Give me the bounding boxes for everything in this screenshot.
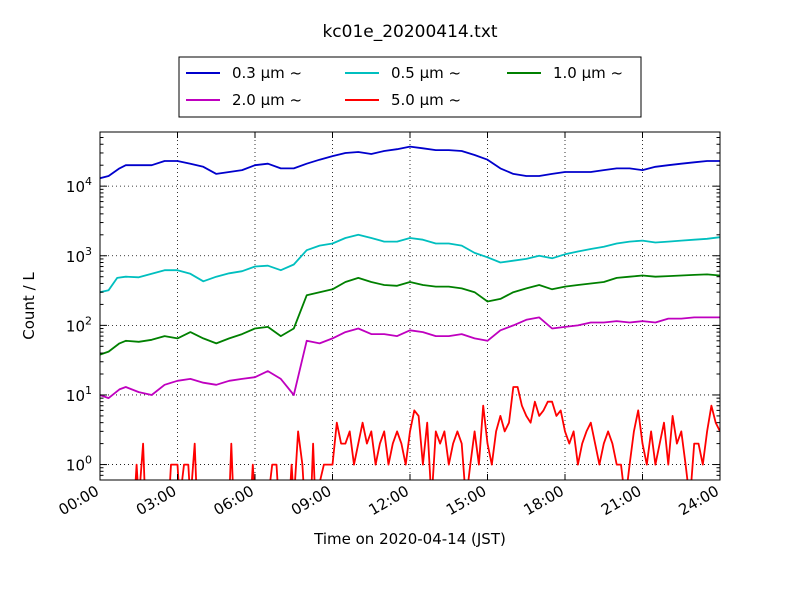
series-line-2 — [100, 233, 720, 294]
series-line-3 — [100, 273, 720, 356]
chart-title: kc01e_20200414.txt — [322, 22, 497, 42]
series-lines — [100, 145, 720, 480]
legend-label: 0.3 μm ~ — [232, 64, 302, 82]
legend-label: 2.0 μm ~ — [232, 91, 302, 109]
legend-label: 1.0 μm ~ — [553, 64, 623, 82]
plot-area — [99, 131, 721, 481]
y-tick-label: 102 — [66, 314, 92, 335]
legend-label: 5.0 μm ~ — [391, 91, 461, 109]
legend-item-1: 0.3 μm ~ — [186, 64, 302, 82]
legend: 0.3 μm ~ 0.5 μm ~ 1.0 μm ~ 2.0 μm ~ 5.0 μm ~ — [178, 56, 642, 118]
legend-item-5: 5.0 μm ~ — [345, 91, 461, 109]
series-line-1 — [100, 145, 720, 180]
legend-item-3: 1.0 μm ~ — [507, 64, 623, 82]
legend-item-2: 0.5 μm ~ — [345, 64, 461, 82]
series-line-5 — [134, 386, 720, 480]
y-tick-labels: 100 101 102 103 104 — [66, 175, 92, 474]
y-axis-label: Count / L — [20, 272, 38, 340]
y-tick-label: 101 — [66, 384, 92, 405]
legend-label: 0.5 μm ~ — [391, 64, 461, 82]
y-tick-label: 100 — [66, 454, 92, 475]
x-axis-label: Time on 2020-04-14 (JST) — [313, 530, 506, 548]
y-tick-label: 103 — [66, 245, 92, 266]
series-line-4 — [100, 316, 720, 400]
y-tick-label: 104 — [66, 175, 92, 196]
legend-box — [178, 56, 642, 118]
tick-marks — [99, 132, 721, 481]
legend-item-4: 2.0 μm ~ — [186, 91, 302, 109]
